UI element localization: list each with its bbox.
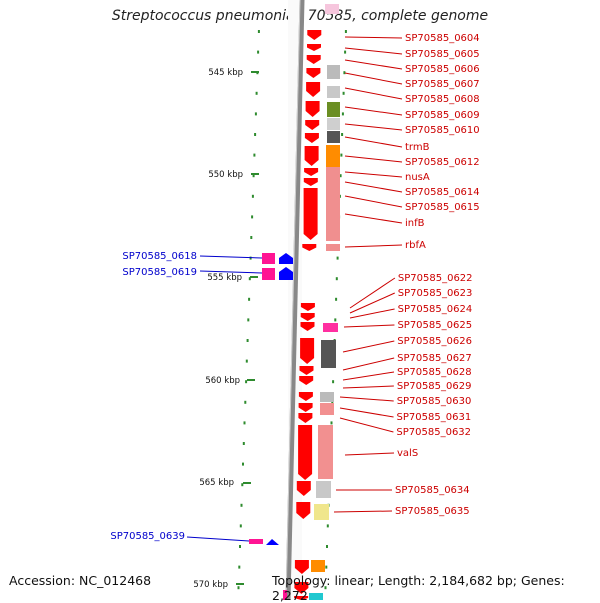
gene-label[interactable]: SP70585_0631 (397, 412, 472, 423)
gene-label[interactable]: SP70585_0610 (405, 125, 480, 136)
gene-arrow[interactable] (299, 376, 314, 385)
gene-arrow[interactable] (279, 267, 293, 280)
gene-arrow[interactable] (298, 403, 313, 412)
gene-arrow[interactable] (296, 481, 311, 496)
gene-label[interactable]: SP70585_0605 (405, 49, 480, 60)
gene-arrow[interactable] (307, 44, 321, 51)
gene-label[interactable]: SP70585_0629 (397, 381, 472, 392)
gene-label[interactable]: SP70585_0624 (398, 304, 473, 315)
gene-arrow[interactable] (294, 596, 309, 600)
gene-arrow[interactable] (307, 30, 322, 40)
gene-arrow[interactable] (303, 178, 318, 186)
gene-arrow[interactable] (266, 539, 279, 545)
gene-label[interactable]: SP70585_0626 (397, 336, 472, 347)
gene-arrow[interactable] (305, 120, 320, 130)
forward-strand-genes (249, 253, 293, 600)
gene-arrow[interactable] (304, 133, 319, 143)
gene-label[interactable]: SP70585_0619 (122, 267, 197, 278)
gene-arrow[interactable] (298, 392, 313, 401)
accession-text: Accession: NC_012468 (9, 573, 152, 588)
gene-label[interactable]: SP70585_0618 (122, 251, 197, 262)
gene-arrow[interactable] (294, 560, 309, 574)
gene-label[interactable]: trmB (405, 142, 430, 153)
topology-text: Topology: linear; Length: 2,184,682 bp; … (272, 573, 565, 603)
gene-label[interactable]: SP70585_0608 (405, 94, 480, 105)
gene-label[interactable]: SP70585_0609 (405, 110, 480, 121)
gene-label[interactable]: valS (397, 448, 418, 459)
gene-label[interactable]: SP70585_0634 (395, 485, 470, 496)
gene-arrow[interactable] (300, 313, 315, 321)
gene-label[interactable]: SP70585_0639 (110, 531, 185, 542)
gene-label[interactable]: SP70585_0622 (398, 273, 473, 284)
gene-label[interactable]: SP70585_0623 (398, 288, 473, 299)
gene-label[interactable]: SP70585_0604 (405, 33, 480, 44)
gene-box[interactable] (262, 253, 275, 264)
gene-arrow[interactable] (298, 413, 313, 423)
gene-box[interactable] (249, 539, 263, 544)
gene-arrow[interactable] (304, 168, 319, 176)
gene-arrow[interactable] (298, 425, 313, 480)
gene-arrow[interactable] (302, 244, 317, 251)
gene-label[interactable]: rbfA (405, 240, 426, 251)
gene-arrow[interactable] (300, 322, 315, 331)
left-gene-labels: SP70585_0618 SP70585_0619 SP70585_0639 (110, 251, 263, 542)
gene-arrow[interactable] (303, 188, 318, 240)
gene-label[interactable]: SP70585_0627 (397, 353, 472, 364)
gene-label[interactable]: SP70585_0632 (396, 427, 471, 438)
gene-arrow[interactable] (306, 82, 321, 97)
gene-arrow[interactable] (279, 253, 293, 264)
cog-color-track (309, 4, 340, 600)
scale-label: 550 kbp (208, 170, 243, 180)
gene-arrow[interactable] (300, 338, 315, 364)
gene-arrow[interactable] (305, 101, 320, 117)
gene-label[interactable]: SP70585_0635 (395, 506, 470, 517)
gene-label[interactable]: SP70585_0625 (397, 320, 472, 331)
scale-label: 555 kbp (207, 273, 242, 283)
gene-label[interactable]: SP70585_0612 (405, 157, 480, 168)
gene-label[interactable]: SP70585_0606 (405, 64, 480, 75)
reverse-strand-genes (294, 30, 322, 600)
gene-arrow[interactable] (304, 146, 319, 166)
gene-arrow[interactable] (300, 303, 315, 311)
right-gene-labels: SP70585_0604 SP70585_0605 SP70585_0606 SP70… (333, 33, 480, 517)
scale-label: 565 kbp (199, 478, 234, 488)
scale-label: 545 kbp (208, 68, 243, 78)
gene-label[interactable]: SP70585_0630 (397, 396, 472, 407)
gene-arrow[interactable] (306, 68, 321, 78)
gene-label[interactable]: SP70585_0614 (405, 187, 480, 198)
scale-label: 570 kbp (193, 580, 228, 590)
gene-arrow[interactable] (299, 366, 314, 375)
scale-labels: 545 kbp 550 kbp 555 kbp 560 kbp 565 kbp … (193, 68, 259, 590)
scale-label: 560 kbp (205, 376, 240, 386)
gene-label[interactable]: nusA (405, 172, 430, 183)
gene-label[interactable]: SP70585_0628 (397, 367, 472, 378)
gene-arrow[interactable] (294, 582, 309, 594)
gene-arrow[interactable] (296, 502, 311, 519)
gene-label[interactable]: SP70585_0607 (405, 79, 480, 90)
gene-arrow[interactable] (306, 55, 321, 64)
scale-ticks-left (237, 30, 260, 590)
gene-box[interactable] (262, 268, 275, 280)
gene-label[interactable]: SP70585_0615 (405, 202, 480, 213)
gene-label[interactable]: infB (405, 218, 425, 229)
